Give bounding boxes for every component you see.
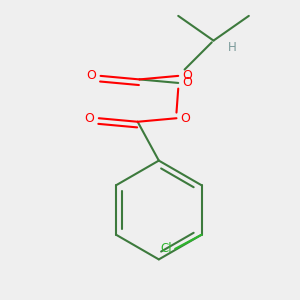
Text: O: O	[86, 69, 96, 82]
Text: O: O	[181, 112, 190, 125]
Text: O: O	[182, 69, 192, 82]
Text: O: O	[182, 76, 192, 89]
Text: O: O	[85, 112, 94, 125]
Text: Cl: Cl	[161, 242, 172, 255]
Text: H: H	[228, 41, 236, 54]
